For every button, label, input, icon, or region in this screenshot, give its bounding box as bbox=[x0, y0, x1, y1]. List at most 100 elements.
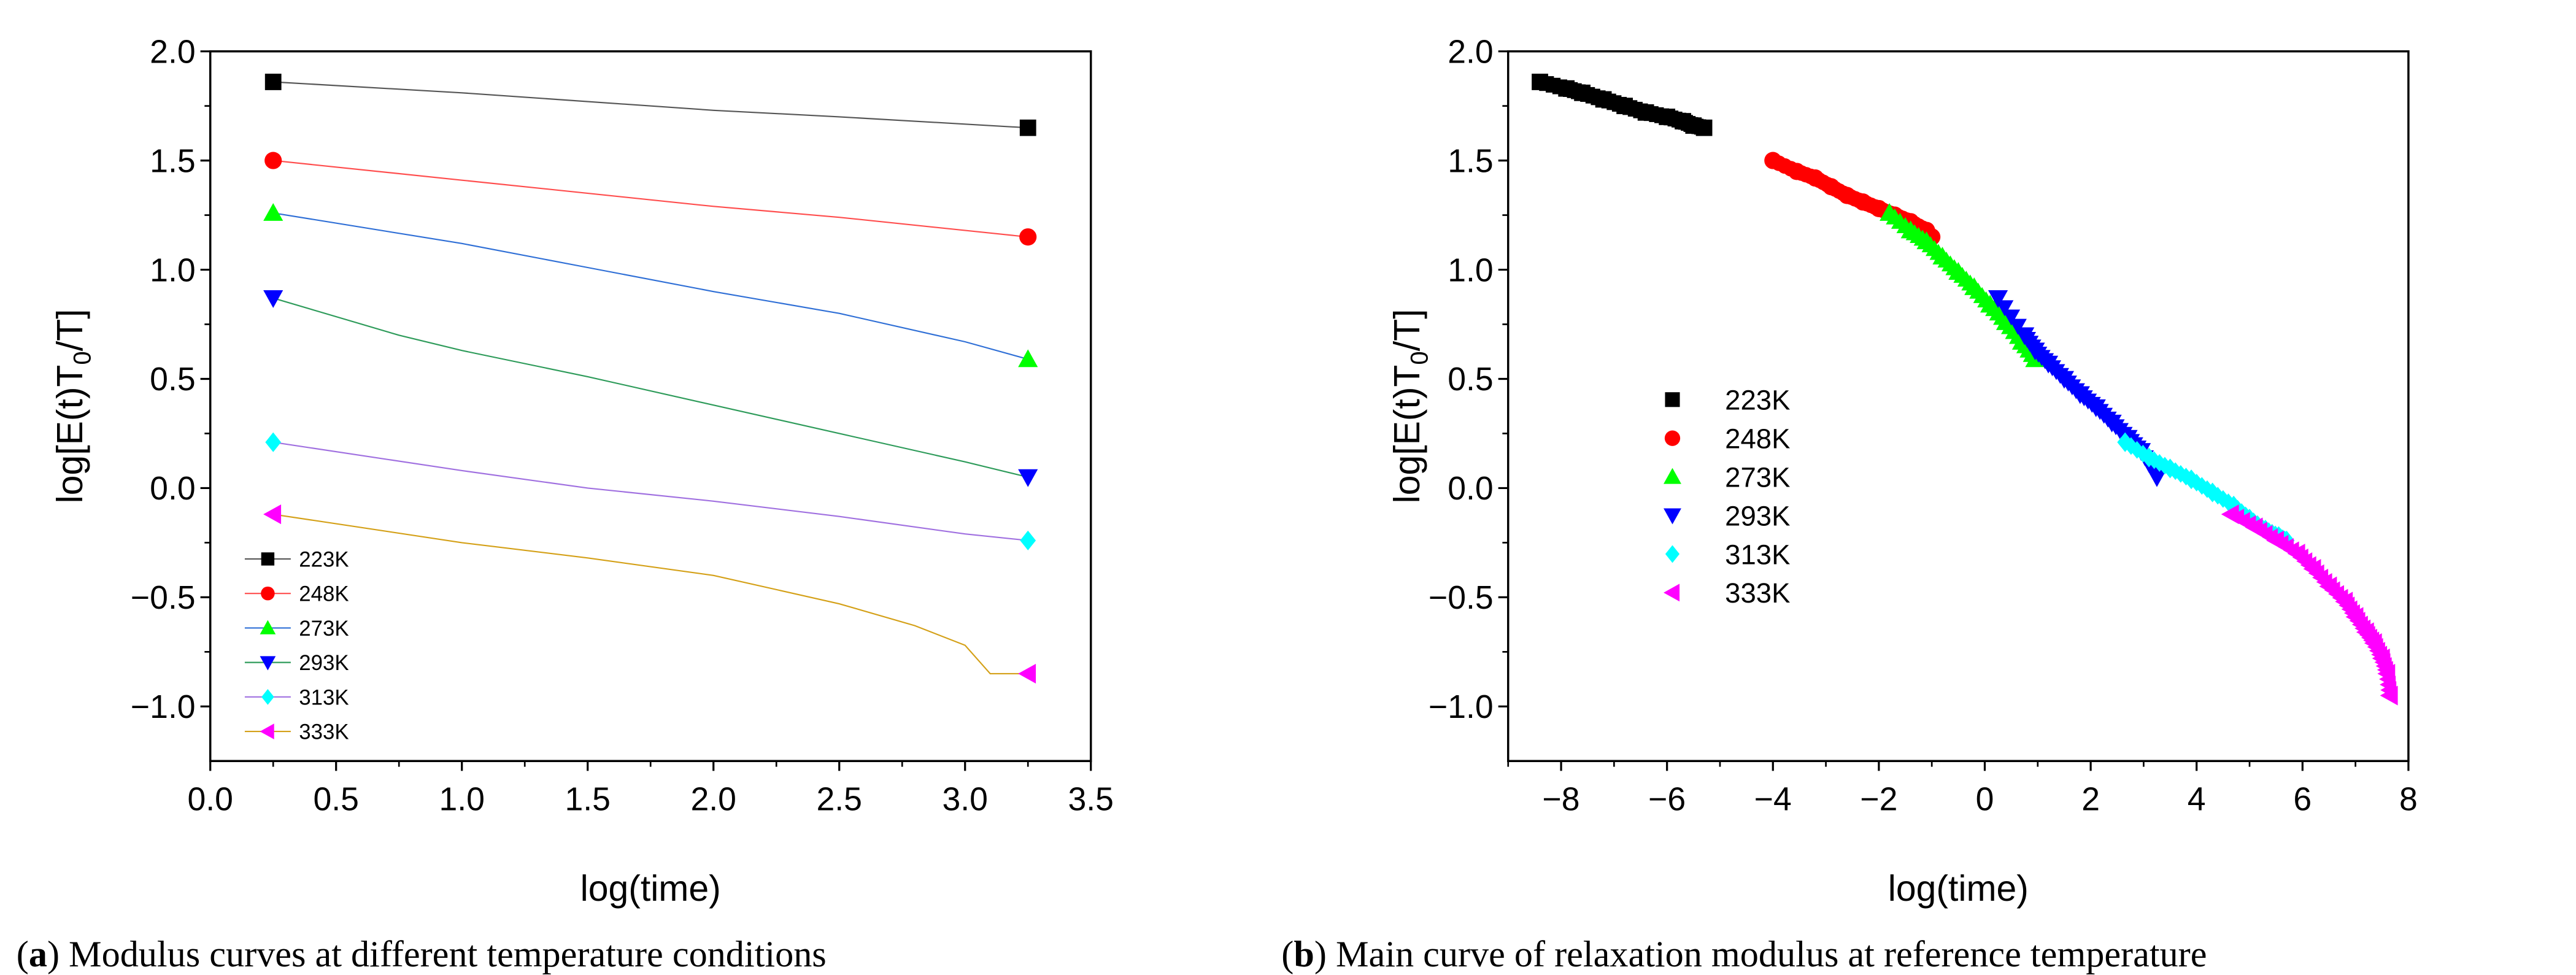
data-point bbox=[1018, 663, 1036, 684]
x-tick-label: 0.0 bbox=[187, 782, 233, 818]
y-tick-label: 1.5 bbox=[1448, 143, 1493, 179]
data-point bbox=[2002, 309, 2021, 326]
legend-label: 248K bbox=[299, 582, 349, 606]
data-point bbox=[1020, 530, 1036, 550]
data-point bbox=[1018, 349, 1038, 368]
y-tick-label: 0.0 bbox=[150, 471, 195, 507]
y-axis-label-subscript: 0 bbox=[1406, 351, 1433, 364]
plot-frame bbox=[1507, 50, 2410, 763]
caption-b: (b) Main curve of relaxation modulus at … bbox=[1281, 934, 2207, 975]
x-tick-label: 8 bbox=[2399, 782, 2418, 818]
data-point bbox=[1996, 300, 2014, 317]
data-point bbox=[2146, 469, 2167, 487]
legend-label: 273K bbox=[1725, 461, 1790, 493]
y-tick-label: −0.5 bbox=[131, 580, 196, 616]
series-293K bbox=[263, 290, 1038, 487]
data-point bbox=[2168, 462, 2183, 480]
data-point bbox=[1018, 469, 1038, 487]
x-axis-label: log(time) bbox=[580, 869, 721, 909]
legend-label: 273K bbox=[299, 617, 349, 641]
legend-label: 333K bbox=[299, 720, 349, 744]
legend-marker bbox=[1664, 468, 1681, 484]
x-tick-label: 2 bbox=[2081, 782, 2100, 818]
data-point bbox=[263, 290, 283, 308]
legend-label: 223K bbox=[1725, 385, 1790, 416]
series-273K bbox=[263, 202, 1038, 368]
series-223K bbox=[1532, 74, 1713, 136]
x-tick-label: 3.5 bbox=[1068, 782, 1114, 818]
y-axis-label: log[E(t)T0/T] bbox=[1387, 309, 1433, 504]
legend-marker bbox=[260, 656, 276, 671]
data-point bbox=[263, 202, 283, 221]
legend-label: 333K bbox=[1725, 577, 1790, 609]
panel-a-chart: 0.0 0.5 1.0 1.5 2.0 2.5 3.0 3.5 2.0 1.5 1.0 0.5 0.0 −… bbox=[50, 34, 1114, 908]
data-point bbox=[265, 432, 282, 452]
x-tick-label: −8 bbox=[1543, 782, 1580, 818]
legend-marker bbox=[260, 723, 274, 739]
x-tick-label: −2 bbox=[1860, 782, 1897, 818]
y-tick-label: 0.0 bbox=[1448, 471, 1493, 507]
x-axis-label: log(time) bbox=[1888, 869, 2029, 909]
y-tick-label: 0.5 bbox=[150, 361, 195, 398]
caption-a-text: Modulus curves at different temperature … bbox=[69, 934, 827, 975]
data-point bbox=[263, 504, 282, 525]
legend-marker bbox=[260, 620, 276, 634]
legend-marker bbox=[1664, 430, 1681, 446]
caption-b-text: Main curve of relaxation modulus at refe… bbox=[1336, 934, 2207, 975]
panel-b-chart: −8 −6 −4 −2 0 2 4 6 8 2.0 1.5 1.0 0.5 0.0 −0.5 −1.0 log(… bbox=[1387, 34, 2418, 908]
y-tick-label: −1.0 bbox=[1429, 689, 1494, 725]
caption-a-label: a bbox=[29, 934, 47, 975]
y-tick-label: −1.0 bbox=[131, 689, 196, 725]
x-tick-label: 0.5 bbox=[313, 782, 358, 818]
legend-label: 223K bbox=[299, 547, 349, 571]
x-tick-label: 4 bbox=[2188, 782, 2206, 818]
series-line bbox=[273, 514, 1028, 674]
y-tick-label: 2.0 bbox=[1448, 34, 1493, 70]
y-tick-label: 1.5 bbox=[150, 143, 195, 179]
data-point bbox=[264, 74, 282, 90]
legend-marker bbox=[261, 552, 275, 566]
legend-marker bbox=[1664, 508, 1681, 525]
legend-label: 293K bbox=[1725, 500, 1790, 531]
y-axis-label-end: /T] bbox=[50, 309, 90, 352]
x-tick-label: 2.5 bbox=[817, 782, 862, 818]
y-axis-label-main: log[E(t)T bbox=[50, 365, 90, 504]
x-tick-label: 1.0 bbox=[439, 782, 484, 818]
x-tick-label: −4 bbox=[1754, 782, 1792, 818]
x-tick-label: −6 bbox=[1648, 782, 1686, 818]
data-point bbox=[1695, 119, 1713, 136]
x-tick-label: 2.0 bbox=[691, 782, 736, 818]
x-tick-label: 3.0 bbox=[943, 782, 988, 818]
series-333K bbox=[263, 504, 1036, 684]
y-tick-label: 1.0 bbox=[1448, 252, 1493, 288]
y-axis-label-main: log[E(t)T bbox=[1387, 365, 1427, 504]
series-line bbox=[273, 212, 1028, 360]
legend-label: 313K bbox=[299, 685, 349, 709]
y-axis-label-end: /T] bbox=[1387, 309, 1427, 352]
series-313K bbox=[265, 432, 1036, 550]
legend-label: 248K bbox=[1725, 423, 1790, 455]
data-point bbox=[1019, 228, 1037, 246]
y-tick-label: −0.5 bbox=[1429, 580, 1494, 616]
x-tick-label: 1.5 bbox=[565, 782, 610, 818]
x-tick-label: 0 bbox=[1976, 782, 1994, 818]
series-273K bbox=[1880, 202, 2045, 368]
x-tick-label: 6 bbox=[2293, 782, 2312, 818]
series-line bbox=[272, 297, 1028, 478]
series-line bbox=[273, 81, 1028, 129]
legend-marker bbox=[1665, 545, 1680, 563]
y-tick-label: 2.0 bbox=[150, 34, 195, 70]
series-line bbox=[273, 441, 1028, 541]
caption-b-label: b bbox=[1294, 934, 1314, 975]
legend-marker bbox=[261, 689, 274, 705]
data-point bbox=[1019, 119, 1036, 136]
legend-marker bbox=[261, 586, 275, 601]
legend-label: 313K bbox=[1725, 539, 1790, 570]
y-tick-label: 1.0 bbox=[150, 252, 195, 288]
data-point bbox=[1988, 290, 2008, 308]
legend-label: 293K bbox=[299, 651, 349, 675]
series-248K bbox=[264, 152, 1037, 246]
series-333K bbox=[2221, 504, 2398, 706]
